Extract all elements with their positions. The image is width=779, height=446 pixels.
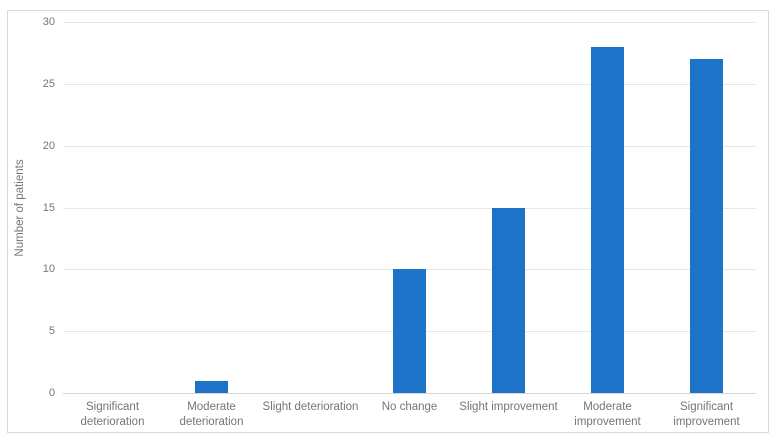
chart-frame (7, 10, 769, 433)
y-tick-label: 30 (42, 16, 55, 28)
x-category-label: Slight improvement (459, 401, 558, 413)
y-tick-label: 10 (42, 263, 55, 276)
bar (591, 46, 624, 393)
x-category-label: Moderate deterioration (179, 401, 244, 428)
x-category-label: No change (381, 401, 438, 413)
gridline (63, 22, 756, 23)
bar (690, 59, 723, 393)
gridline (63, 145, 756, 147)
bar (393, 269, 426, 393)
y-tick-label: 15 (42, 201, 55, 214)
x-category-label: Significant deterioration (80, 401, 145, 428)
x-axis-line (63, 393, 756, 394)
gridline (63, 83, 756, 85)
bar (195, 380, 228, 393)
bar (492, 207, 525, 393)
y-tick-label: 5 (48, 325, 55, 338)
x-category-label: Significant improvement (673, 401, 740, 428)
y-tick-label: 20 (42, 139, 55, 152)
y-tick-label: 0 (48, 387, 55, 399)
x-category-label: Slight deterioration (262, 401, 359, 413)
gridline (63, 207, 756, 209)
x-category-label: Moderate improvement (574, 401, 641, 428)
y-tick-label: 25 (42, 77, 55, 90)
